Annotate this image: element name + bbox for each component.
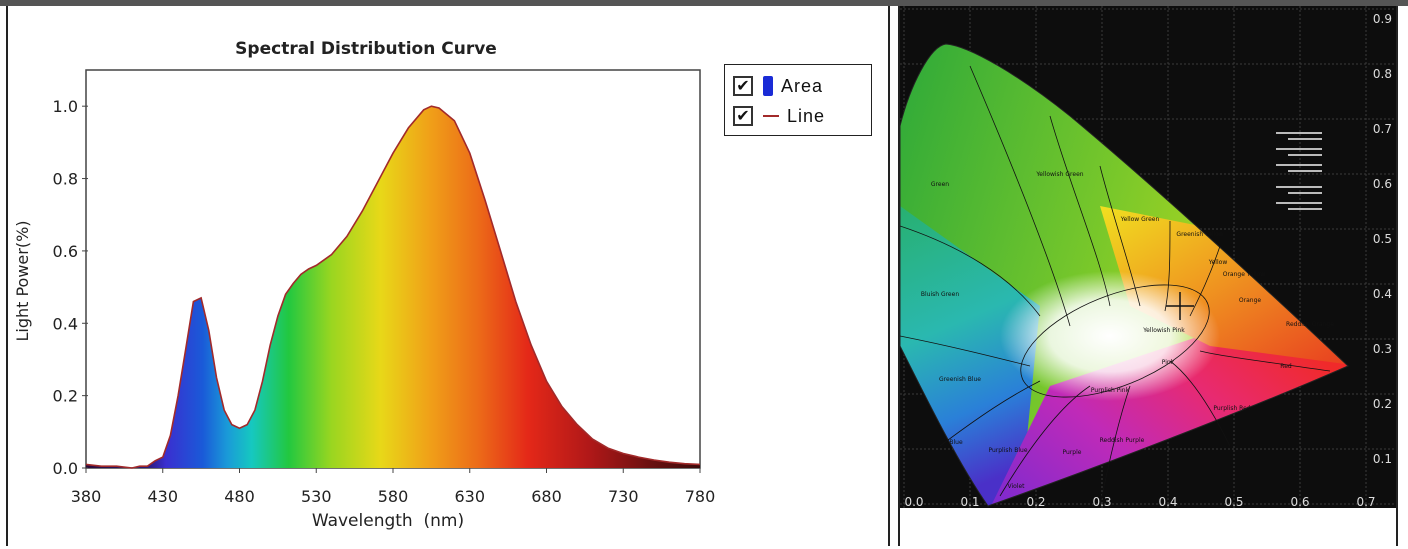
cie-region-label: Purplish Pink: [1091, 387, 1130, 394]
region-lines: [900, 65, 1331, 507]
spectral-panel: Spectral Distribution Curve 380 430 480 530…: [6, 6, 890, 546]
cie-y-ticks: 0.1 0.2 0.3 0.4 0.5 0.6 0.7 0.8 0.9: [1373, 12, 1392, 466]
cie-region-label: Red: [1280, 363, 1292, 370]
legend-item-line[interactable]: ✔ Line: [733, 103, 825, 129]
cie-region-label: Yellowish Pink: [1142, 327, 1185, 334]
cie-panel: Green Yellowish Green Yellow Green Greenish…: [898, 6, 1398, 546]
line-layer: [85, 105, 701, 469]
spectral-chart: Spectral Distribution Curve 380 430 480 530…: [13, 39, 716, 531]
x-tick-label: 630: [454, 487, 485, 506]
cie-y-tick-label: 0.3: [1373, 342, 1392, 356]
cie-x-tick-label: 0.2: [1026, 495, 1045, 509]
cie-y-tick-label: 0.7: [1373, 122, 1392, 136]
cie-region-label: Pink: [1162, 359, 1175, 366]
area-layer: [86, 106, 700, 468]
cie-y-tick-label: 0.1: [1373, 452, 1392, 466]
cie-x-tick-label: 0.7: [1356, 495, 1375, 509]
area-swatch: [763, 76, 773, 96]
legend-item-area[interactable]: ✔ Area: [733, 73, 823, 99]
chromaticity-marker: [1166, 292, 1194, 320]
cie-region-label: Violet: [1007, 483, 1025, 490]
y-tick-layer: 0.0 0.2 0.4 0.6 0.8 1.0: [53, 97, 88, 478]
chart-title: Spectral Distribution Curve: [235, 39, 497, 59]
cie-region-label: Orange: [1239, 297, 1261, 304]
line-swatch: [763, 115, 779, 117]
cie-bottom-white: [900, 508, 1396, 546]
locus-fill-orange: [1100, 206, 1348, 366]
cie-region-label: Green: [931, 181, 949, 188]
cie-x-tick-label: 0.6: [1290, 495, 1309, 509]
legend: ✔ Area ✔ Line: [724, 64, 872, 136]
white-point-area: [1000, 271, 1220, 401]
cie-x-tick-label: 0.3: [1092, 495, 1111, 509]
cie-region-label: Yellow Green: [1120, 216, 1160, 223]
spectrum-area: [86, 106, 700, 468]
cie-x-tick-label: 0.0: [904, 495, 923, 509]
x-tick-label: 530: [301, 487, 332, 506]
spectrum-line: [85, 105, 701, 469]
cie-region-label: Yellowish Green: [1035, 171, 1083, 178]
cie-region-label: Purplish Red: [1213, 405, 1250, 412]
y-tick-label: 1.0: [53, 97, 78, 116]
cie-x-tick-label: 0.4: [1158, 495, 1177, 509]
x-tick-layer: 380 430 480 530 580 630 680 730 780: [71, 468, 716, 506]
cie-y-tick-label: 0.2: [1373, 397, 1392, 411]
y-axis-label: Light Power(%): [13, 220, 32, 341]
cie-region-label: Purple: [1063, 449, 1082, 456]
y-tick-label: 0.0: [53, 459, 78, 478]
cie-region-label: Greenish Yellow: [1176, 231, 1223, 238]
locus-outline: [900, 43, 1349, 507]
cie-y-tick-label: 0.4: [1373, 287, 1392, 301]
line-checkbox[interactable]: ✔: [733, 106, 753, 126]
cie-x-ticks: 0.0 0.1 0.2 0.3 0.4 0.5 0.6 0.7: [904, 495, 1375, 509]
cie-region-label: Purplish Blue: [988, 447, 1027, 454]
cie-region-label: Reddish Orange: [1286, 321, 1334, 328]
legend-label-line: Line: [787, 105, 826, 126]
source-annotations: [1276, 132, 1322, 210]
cie-x-tick-label: 0.5: [1224, 495, 1243, 509]
x-tick-label: 380: [71, 487, 102, 506]
y-tick-label: 0.8: [53, 170, 78, 189]
cie-x-tick-label: 0.1: [960, 495, 979, 509]
cie-y-tick-label: 0.9: [1373, 12, 1392, 26]
cie-diagram: Green Yellowish Green Yellow Green Greenish…: [900, 6, 1396, 546]
y-tick-label: 0.4: [53, 314, 78, 333]
x-tick-label: 480: [224, 487, 255, 506]
cie-region-label: Orange Yellow: [1223, 271, 1266, 278]
cie-region-label: Reddish Purple: [1100, 437, 1145, 444]
cie-y-tick-label: 0.8: [1373, 67, 1392, 81]
cie-region-label: Greenish Blue: [939, 376, 981, 383]
cie-y-tick-label: 0.6: [1373, 177, 1392, 191]
cie-region-label: Yellow: [1208, 259, 1228, 266]
x-tick-label: 730: [608, 487, 639, 506]
x-tick-label: 780: [685, 487, 716, 506]
cie-region-label: Bluish Green: [921, 291, 959, 298]
y-tick-label: 0.2: [53, 387, 78, 406]
x-axis-label: Wavelength (nm): [312, 511, 464, 531]
legend-label-area: Area: [781, 75, 824, 96]
area-checkbox[interactable]: ✔: [733, 76, 753, 96]
cie-y-tick-label: 0.5: [1373, 232, 1392, 246]
x-tick-label: 680: [531, 487, 562, 506]
y-tick-label: 0.6: [53, 242, 78, 261]
x-tick-label: 430: [147, 487, 178, 506]
cie-region-label: Blue: [949, 439, 963, 446]
x-tick-label: 580: [378, 487, 409, 506]
cie-region-labels: Green Yellowish Green Yellow Green Greenish…: [921, 171, 1334, 490]
